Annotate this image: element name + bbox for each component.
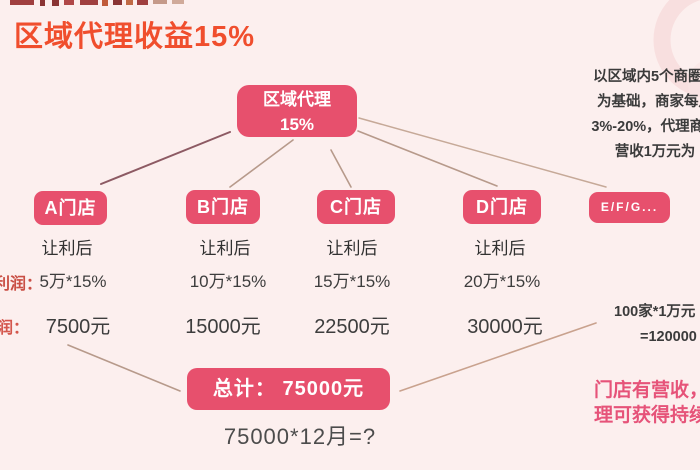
result-d: 30000元 [467,316,543,338]
formula-c: 15万*15% [313,272,391,291]
root-node-label: 区域代理 [263,90,331,109]
annual-formula: 75000*12月=? [223,424,377,449]
store-node-c: C门店 [317,190,395,224]
calc-100-stores: 100家*1万元 =120000 [614,300,700,350]
note-region-rule: 以区域内5个商圈共 为基础，商家每月 3%-20%，代理商平 营收1万元为 [552,65,700,165]
store-node-d: D门店 [463,190,541,224]
root-node-percent: 15% [279,114,315,134]
store-node-a: A门店 [34,191,107,225]
edge-label-profit: 利润： [0,276,43,293]
store-node-b: B门店 [186,190,260,224]
formula-a: 5万*15% [39,272,107,291]
note-line: 营收1万元为 [614,144,696,160]
root-node-regional-agent: 区域代理 15% [237,85,357,137]
note-line: 为基础，商家每月 [597,94,700,110]
formula-d: 20万*15% [463,272,541,291]
result-c: 22500元 [314,316,390,338]
calc-line: =120000 [640,329,697,345]
sub-label-b: 让利后 [199,239,251,258]
note-line: 以区域内5个商圈共 [592,69,700,85]
note-line: 3%-20%，代理商平 [591,119,700,135]
highlight-note-line: 理可获得持续 [594,405,700,426]
calc-line: 100家*1万元 [614,304,696,320]
sub-label-c: 让利后 [326,239,378,258]
total-box: 总计： 75000元 [187,368,390,410]
page-title: 区域代理收益15% [14,21,256,53]
highlight-note: 门店有营收， 理可获得持续 [594,378,700,428]
sub-label-a: 让利后 [41,239,93,258]
result-a: 7500元 [45,316,111,338]
store-node-efg: E/F/G... [589,192,670,223]
sub-label-d: 让利后 [474,239,526,258]
highlight-note-line: 门店有营收， [594,380,700,401]
edge-label-profit-2: 润： [0,320,30,337]
formula-b: 10万*15% [189,272,267,291]
result-b: 15000元 [185,316,261,338]
